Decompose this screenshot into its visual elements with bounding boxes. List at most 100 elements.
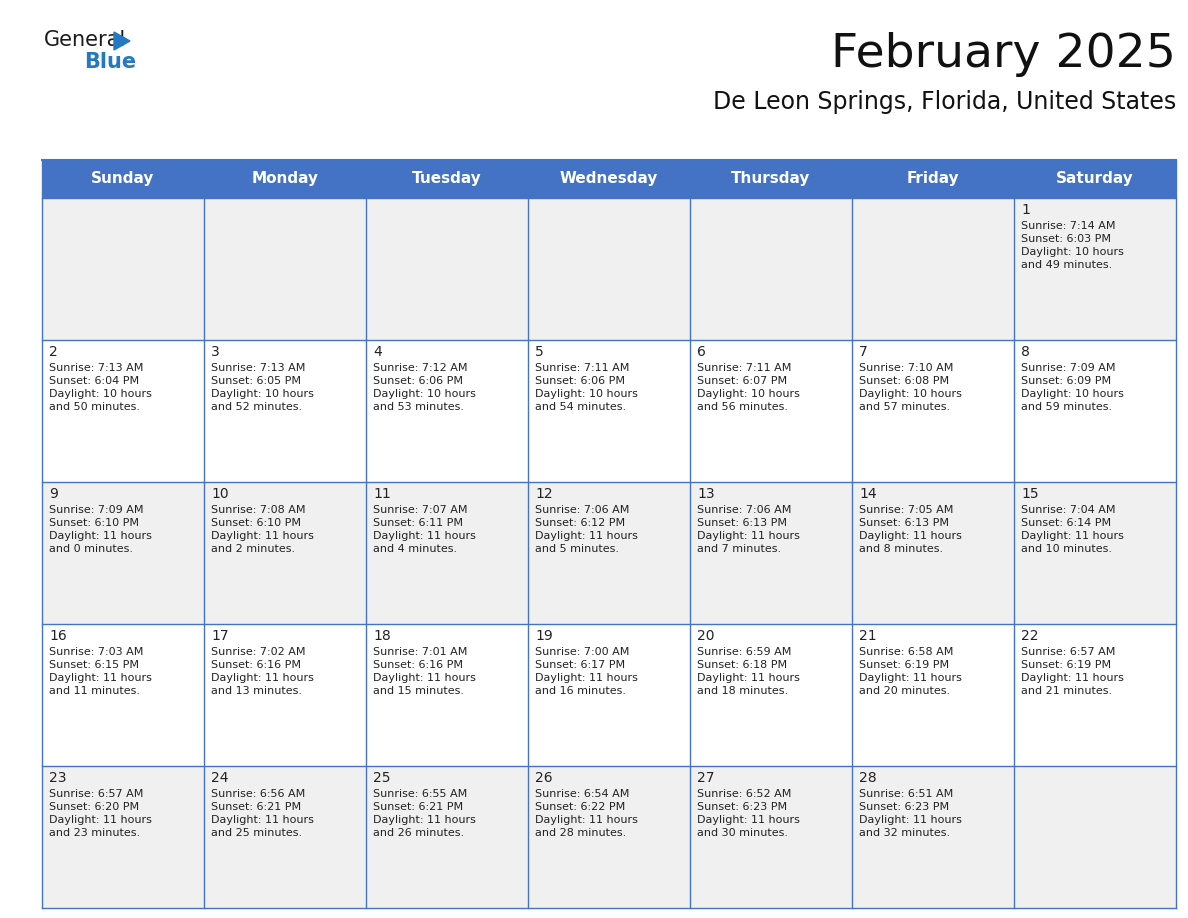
- Text: 28: 28: [859, 771, 877, 785]
- Text: Daylight: 11 hours: Daylight: 11 hours: [49, 673, 152, 683]
- Text: and 59 minutes.: and 59 minutes.: [1020, 402, 1112, 412]
- Text: 2: 2: [49, 345, 58, 359]
- Text: and 18 minutes.: and 18 minutes.: [697, 686, 788, 696]
- Text: 5: 5: [535, 345, 544, 359]
- Text: Daylight: 11 hours: Daylight: 11 hours: [373, 815, 476, 825]
- Text: Sunset: 6:20 PM: Sunset: 6:20 PM: [49, 802, 139, 812]
- Text: Sunset: 6:19 PM: Sunset: 6:19 PM: [859, 660, 949, 670]
- Text: Friday: Friday: [906, 172, 960, 186]
- Bar: [852, 340, 1015, 482]
- Bar: [1015, 340, 1176, 482]
- Text: Sunrise: 7:11 AM: Sunrise: 7:11 AM: [535, 363, 630, 373]
- Text: 11: 11: [373, 487, 391, 501]
- Bar: [1015, 766, 1176, 908]
- Bar: [366, 766, 527, 908]
- Text: 8: 8: [1020, 345, 1030, 359]
- Bar: [852, 624, 1015, 766]
- Bar: [204, 624, 366, 766]
- Text: Sunset: 6:06 PM: Sunset: 6:06 PM: [535, 376, 625, 386]
- Text: Daylight: 11 hours: Daylight: 11 hours: [859, 815, 962, 825]
- Text: and 20 minutes.: and 20 minutes.: [859, 686, 950, 696]
- Bar: [852, 766, 1015, 908]
- Bar: [852, 198, 1015, 340]
- Bar: [527, 624, 690, 766]
- Text: Daylight: 11 hours: Daylight: 11 hours: [211, 673, 314, 683]
- Text: February 2025: February 2025: [832, 32, 1176, 77]
- Text: and 16 minutes.: and 16 minutes.: [535, 686, 626, 696]
- Text: and 10 minutes.: and 10 minutes.: [1020, 544, 1112, 554]
- Text: Sunset: 6:05 PM: Sunset: 6:05 PM: [211, 376, 301, 386]
- Text: 13: 13: [697, 487, 715, 501]
- Text: and 52 minutes.: and 52 minutes.: [211, 402, 302, 412]
- Text: Monday: Monday: [252, 172, 318, 186]
- Text: Sunset: 6:10 PM: Sunset: 6:10 PM: [49, 518, 139, 528]
- Text: Sunrise: 7:10 AM: Sunrise: 7:10 AM: [859, 363, 954, 373]
- Text: Daylight: 11 hours: Daylight: 11 hours: [211, 815, 314, 825]
- Text: and 2 minutes.: and 2 minutes.: [211, 544, 295, 554]
- Text: Sunrise: 7:09 AM: Sunrise: 7:09 AM: [49, 505, 144, 515]
- Text: Sunrise: 6:57 AM: Sunrise: 6:57 AM: [49, 789, 144, 799]
- Polygon shape: [114, 32, 129, 50]
- Text: Sunrise: 7:13 AM: Sunrise: 7:13 AM: [49, 363, 144, 373]
- Text: Daylight: 10 hours: Daylight: 10 hours: [373, 389, 476, 399]
- Bar: [204, 766, 366, 908]
- Text: Daylight: 11 hours: Daylight: 11 hours: [697, 531, 800, 541]
- Text: Tuesday: Tuesday: [412, 172, 482, 186]
- Text: 12: 12: [535, 487, 552, 501]
- Text: Daylight: 11 hours: Daylight: 11 hours: [49, 815, 152, 825]
- Text: 25: 25: [373, 771, 391, 785]
- Text: Sunrise: 6:58 AM: Sunrise: 6:58 AM: [859, 647, 954, 657]
- Bar: [204, 482, 366, 624]
- Bar: [42, 482, 204, 624]
- Text: Sunset: 6:12 PM: Sunset: 6:12 PM: [535, 518, 625, 528]
- Text: Sunset: 6:06 PM: Sunset: 6:06 PM: [373, 376, 463, 386]
- Text: Sunrise: 6:59 AM: Sunrise: 6:59 AM: [697, 647, 791, 657]
- Text: Daylight: 11 hours: Daylight: 11 hours: [373, 673, 476, 683]
- Text: Sunrise: 7:09 AM: Sunrise: 7:09 AM: [1020, 363, 1116, 373]
- Text: and 21 minutes.: and 21 minutes.: [1020, 686, 1112, 696]
- Text: 27: 27: [697, 771, 714, 785]
- Text: 26: 26: [535, 771, 552, 785]
- Text: Sunrise: 7:06 AM: Sunrise: 7:06 AM: [535, 505, 630, 515]
- Text: Daylight: 11 hours: Daylight: 11 hours: [1020, 673, 1124, 683]
- Text: Sunset: 6:21 PM: Sunset: 6:21 PM: [373, 802, 463, 812]
- Text: Daylight: 11 hours: Daylight: 11 hours: [211, 531, 314, 541]
- Text: 15: 15: [1020, 487, 1038, 501]
- Text: Sunrise: 7:13 AM: Sunrise: 7:13 AM: [211, 363, 305, 373]
- Text: Blue: Blue: [84, 52, 137, 72]
- Text: Thursday: Thursday: [732, 172, 810, 186]
- Text: and 26 minutes.: and 26 minutes.: [373, 828, 465, 838]
- Text: Sunrise: 7:12 AM: Sunrise: 7:12 AM: [373, 363, 468, 373]
- Text: and 0 minutes.: and 0 minutes.: [49, 544, 133, 554]
- Text: and 30 minutes.: and 30 minutes.: [697, 828, 788, 838]
- Bar: [690, 766, 852, 908]
- Bar: [1015, 482, 1176, 624]
- Text: Wednesday: Wednesday: [560, 172, 658, 186]
- Text: Sunset: 6:04 PM: Sunset: 6:04 PM: [49, 376, 139, 386]
- Text: 19: 19: [535, 629, 552, 643]
- Text: Sunset: 6:11 PM: Sunset: 6:11 PM: [373, 518, 463, 528]
- Text: Daylight: 11 hours: Daylight: 11 hours: [373, 531, 476, 541]
- Text: Sunset: 6:23 PM: Sunset: 6:23 PM: [697, 802, 788, 812]
- Text: 14: 14: [859, 487, 877, 501]
- Text: Sunrise: 7:06 AM: Sunrise: 7:06 AM: [697, 505, 791, 515]
- Bar: [690, 198, 852, 340]
- Text: and 25 minutes.: and 25 minutes.: [211, 828, 302, 838]
- Text: Sunrise: 7:05 AM: Sunrise: 7:05 AM: [859, 505, 954, 515]
- Text: 23: 23: [49, 771, 67, 785]
- Text: and 56 minutes.: and 56 minutes.: [697, 402, 788, 412]
- Text: Daylight: 11 hours: Daylight: 11 hours: [1020, 531, 1124, 541]
- Text: Daylight: 11 hours: Daylight: 11 hours: [535, 673, 638, 683]
- Text: Daylight: 11 hours: Daylight: 11 hours: [697, 815, 800, 825]
- Text: Saturday: Saturday: [1056, 172, 1133, 186]
- Bar: [690, 340, 852, 482]
- Text: Sunrise: 6:56 AM: Sunrise: 6:56 AM: [211, 789, 305, 799]
- Text: Daylight: 10 hours: Daylight: 10 hours: [535, 389, 638, 399]
- Text: 21: 21: [859, 629, 877, 643]
- Bar: [527, 766, 690, 908]
- Bar: [42, 340, 204, 482]
- Text: Daylight: 10 hours: Daylight: 10 hours: [859, 389, 962, 399]
- Text: Sunset: 6:16 PM: Sunset: 6:16 PM: [373, 660, 463, 670]
- Text: and 11 minutes.: and 11 minutes.: [49, 686, 140, 696]
- Text: Sunset: 6:18 PM: Sunset: 6:18 PM: [697, 660, 788, 670]
